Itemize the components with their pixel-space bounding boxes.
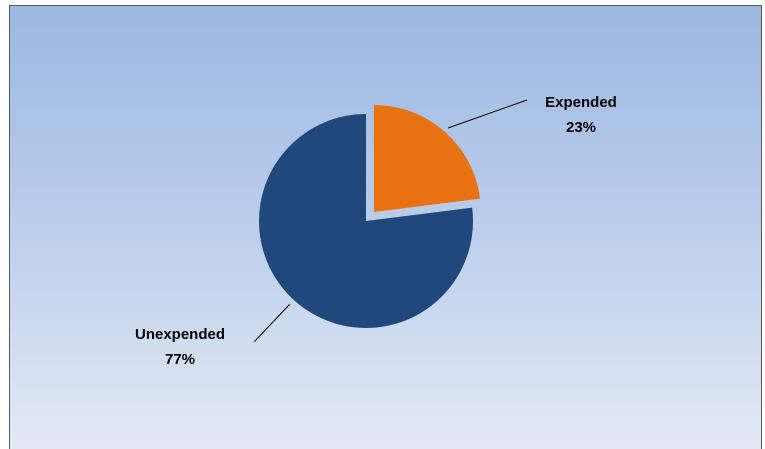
- slice-label-expended: Expended: [545, 94, 617, 111]
- pie-slice-unexpended: [258, 114, 473, 329]
- pie-slices: [258, 104, 481, 329]
- slice-value-expended: 23%: [566, 119, 596, 136]
- slice-value-unexpended: 77%: [165, 351, 195, 368]
- leader-line-unexpended: [253, 303, 291, 343]
- pie-slice-expended: [373, 104, 481, 212]
- leader-line-expended: [447, 99, 528, 129]
- slice-label-unexpended: Unexpended: [135, 326, 225, 343]
- leader-lines: [253, 99, 528, 343]
